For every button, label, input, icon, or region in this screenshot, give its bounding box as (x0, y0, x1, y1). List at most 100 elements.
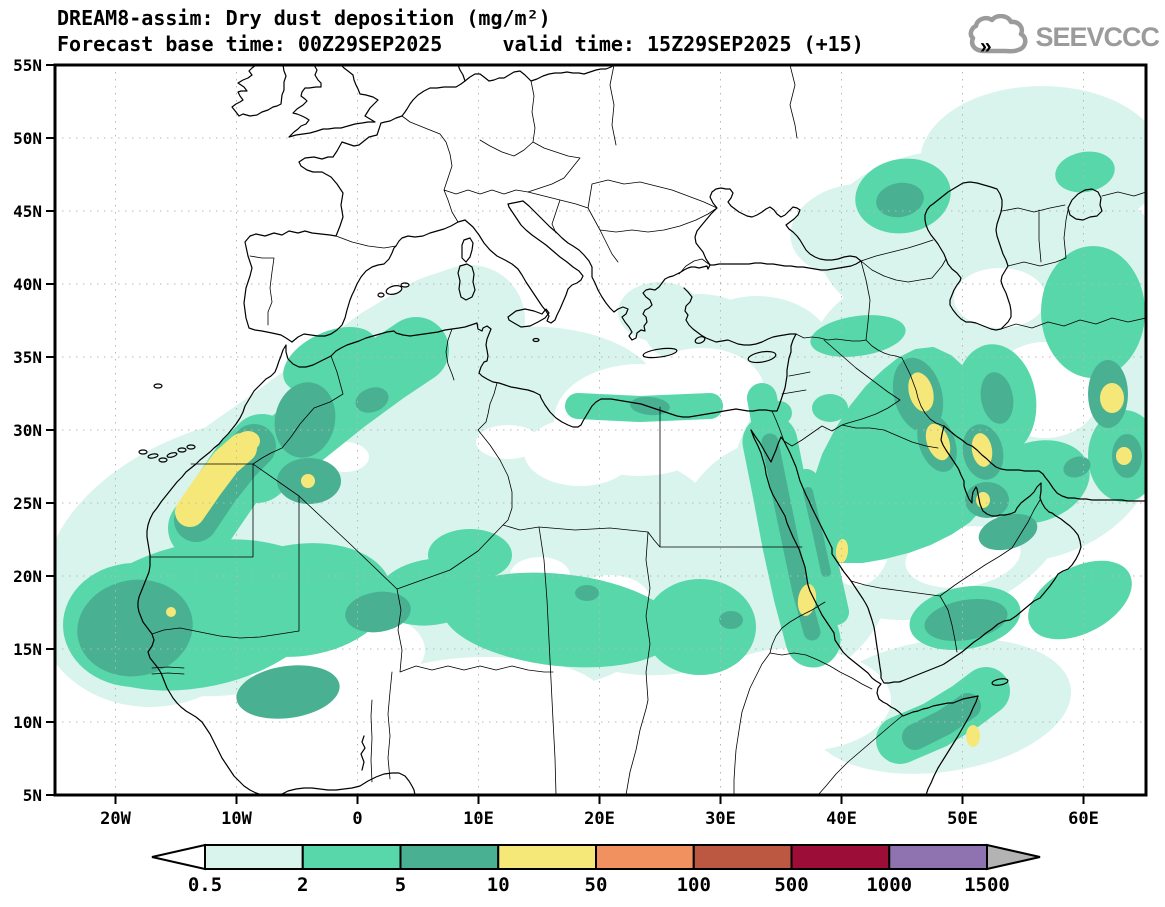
dust-blob (980, 372, 1014, 424)
x-tick-label: 20E (584, 809, 615, 829)
y-tick-label: 50N (13, 129, 42, 148)
dust-blob (812, 394, 848, 422)
dust-deposition-layers (55, 86, 1146, 774)
canary-island-5 (177, 447, 187, 453)
dust-blob (978, 513, 1038, 551)
coastline-baltic (464, 65, 615, 82)
x-tick-label: 10E (463, 809, 494, 829)
dust-blob (835, 539, 849, 563)
coastline-spain-france-med (291, 219, 466, 343)
colorbar-cell-1000 (888, 844, 988, 870)
coastline-britain (288, 65, 379, 138)
sicily-island (507, 308, 550, 328)
x-tick-label: 30E (705, 809, 736, 829)
dust-blob (428, 529, 512, 581)
colorbar-legend: 0.5 2 5 10 50 100 500 1000 1500 (151, 843, 1041, 896)
dust-band (175, 433, 257, 527)
country-borders-africa-mideast (149, 191, 1146, 795)
menorca-island (400, 282, 410, 288)
dust-blob (236, 665, 340, 719)
coastline-anatolia-levant-north-africa (137, 287, 797, 795)
canary-island-1 (138, 449, 148, 455)
dust-blob (920, 86, 1146, 238)
dust-blob (908, 372, 934, 412)
chart-subtitle: Forecast base time: 00Z29SEP2025 valid t… (57, 32, 864, 56)
y-tick-label: 40N (13, 275, 42, 294)
dust-blob (77, 579, 193, 677)
coastline-iberia-france-northsea (243, 65, 466, 343)
axis-ticks-and-labels: 20W 10W 0 10E 20E 30E 40E 50E 60E 55N 50N 45N 40N 35N… (13, 56, 1099, 829)
canary-island-4 (166, 452, 178, 458)
y-tick-label: 20N (13, 567, 42, 586)
colorbar-cell-10 (497, 844, 597, 870)
seevccc-logo: » SEEVCCC (967, 14, 1160, 60)
y-tick-label: 45N (13, 202, 42, 221)
y-tick-label: 30N (13, 421, 42, 440)
dust-blob (644, 579, 756, 675)
colorbar-label-0.5: 0.5 (188, 874, 222, 896)
dust-blob (1116, 447, 1132, 465)
colorbar-cell-5 (399, 844, 500, 870)
seevccc-cloud-icon: » (969, 14, 1028, 58)
canary-island-3 (158, 457, 168, 463)
colorbar-label-1000: 1000 (866, 874, 912, 896)
x-tick-label: 0 (352, 809, 362, 829)
dust-blob (396, 331, 444, 369)
dust-blob (719, 611, 743, 629)
dust-blob (575, 585, 599, 601)
socotra-island (991, 678, 1009, 686)
colorbar-label-100: 100 (677, 874, 711, 896)
coastline-italy (464, 200, 584, 324)
colorbar-cell-50 (595, 844, 695, 870)
y-tick-label: 15N (13, 640, 42, 659)
dust-blob (166, 607, 176, 617)
canary-island-6 (186, 444, 196, 450)
colorbar-label-1500: 1500 (964, 874, 1010, 896)
x-tick-label: 20W (100, 809, 131, 829)
dust-blob (345, 591, 411, 633)
x-tick-label: 10W (221, 809, 252, 829)
colorbar-cell-0.5 (204, 844, 304, 870)
y-tick-label: 5N (23, 786, 42, 805)
dust-blob (372, 657, 602, 733)
dust-blob (954, 268, 1046, 328)
seevccc-logo-text: SEEVCCC (1035, 21, 1160, 52)
lake-volta (360, 735, 366, 771)
aral-sea (1067, 188, 1103, 221)
caspian-sea (924, 181, 1012, 331)
crete-island (642, 347, 678, 359)
rhodes-island (694, 336, 706, 344)
dust-blob (810, 315, 906, 357)
dust-blob (355, 387, 389, 413)
colorbar-label-500: 500 (774, 874, 808, 896)
colorbar-label-5: 5 (395, 874, 406, 896)
dust-blob (876, 182, 924, 218)
coastline-ireland (231, 65, 287, 117)
dust-blob (925, 423, 951, 461)
coastline-adriatic-greece-aegean (522, 200, 711, 341)
dust-blob (1041, 246, 1145, 378)
colorbar-label-10: 10 (487, 874, 510, 896)
dust-blob (966, 725, 980, 747)
dust-blob (1100, 383, 1124, 413)
colorbar-label-50: 50 (585, 874, 608, 896)
colorbar-cell-2 (301, 844, 402, 870)
dust-blob (301, 474, 315, 488)
dust-blob (1055, 151, 1115, 193)
cloud-chevrons: » (980, 35, 992, 58)
dust-blob (618, 282, 702, 342)
chart-title: DREAM8-assim: Dry dust deposition (mg/m²… (57, 6, 551, 30)
madeira-island (153, 383, 163, 389)
y-tick-label: 35N (13, 348, 42, 367)
y-tick-label: 10N (13, 713, 42, 732)
dust-blob (208, 543, 392, 657)
coastline-sinai-arabia (750, 425, 1082, 684)
y-tick-label: 55N (13, 56, 42, 75)
malta-island (532, 337, 540, 343)
corsica-island (461, 237, 474, 263)
coastline-black-sea (694, 187, 862, 271)
dust-blob (236, 431, 260, 451)
x-tick-label: 50E (947, 809, 978, 829)
